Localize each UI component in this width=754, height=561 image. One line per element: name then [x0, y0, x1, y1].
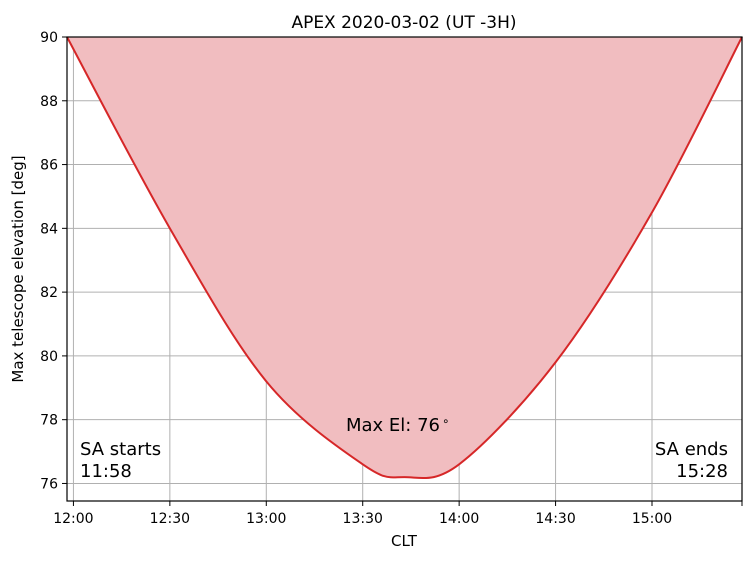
max-elevation-annotation: Max El: 76 ∘: [346, 414, 450, 436]
max-elevation-text: Max El: 76: [346, 415, 440, 436]
sa-end-label: SA ends: [655, 439, 728, 460]
y-tick-label: 90: [40, 30, 58, 46]
y-tick-label: 78: [40, 413, 58, 429]
sa-start-time: 11:58: [80, 461, 132, 482]
sa-start-label: SA starts: [80, 439, 161, 460]
x-tick-label: 15:00: [632, 511, 672, 527]
x-tick-label: 12:30: [150, 511, 190, 527]
degree-symbol: ∘: [442, 414, 450, 428]
plot-frame: [66, 36, 743, 502]
y-axis-ticks: 76 78 80 82 84 86 88 90: [40, 30, 67, 492]
x-tick-label: 12:00: [53, 511, 93, 527]
y-tick-label: 82: [40, 285, 58, 301]
y-tick-label: 84: [40, 221, 58, 237]
x-tick-label: 13:00: [246, 511, 286, 527]
x-tick-label: 14:00: [439, 511, 479, 527]
x-tick-label: 13:30: [343, 511, 383, 527]
x-axis-label: CLT: [391, 532, 418, 550]
visibility-fill-area: [67, 37, 742, 479]
y-tick-label: 86: [40, 158, 58, 174]
y-tick-label: 76: [40, 476, 58, 492]
sa-end-time: 15:28: [676, 461, 728, 482]
chart-title: APEX 2020-03-02 (UT -3H): [291, 13, 516, 33]
elevation-curve: [66, 36, 743, 480]
y-tick-label: 88: [40, 94, 58, 110]
x-tick-label: 14:30: [535, 511, 575, 527]
x-axis-ticks: 12:00 12:30 13:00 13:30 14:00 14:30 15:00: [53, 501, 743, 527]
y-tick-label: 80: [40, 349, 58, 365]
y-axis-label: Max telescope elevation [deg]: [9, 155, 27, 382]
